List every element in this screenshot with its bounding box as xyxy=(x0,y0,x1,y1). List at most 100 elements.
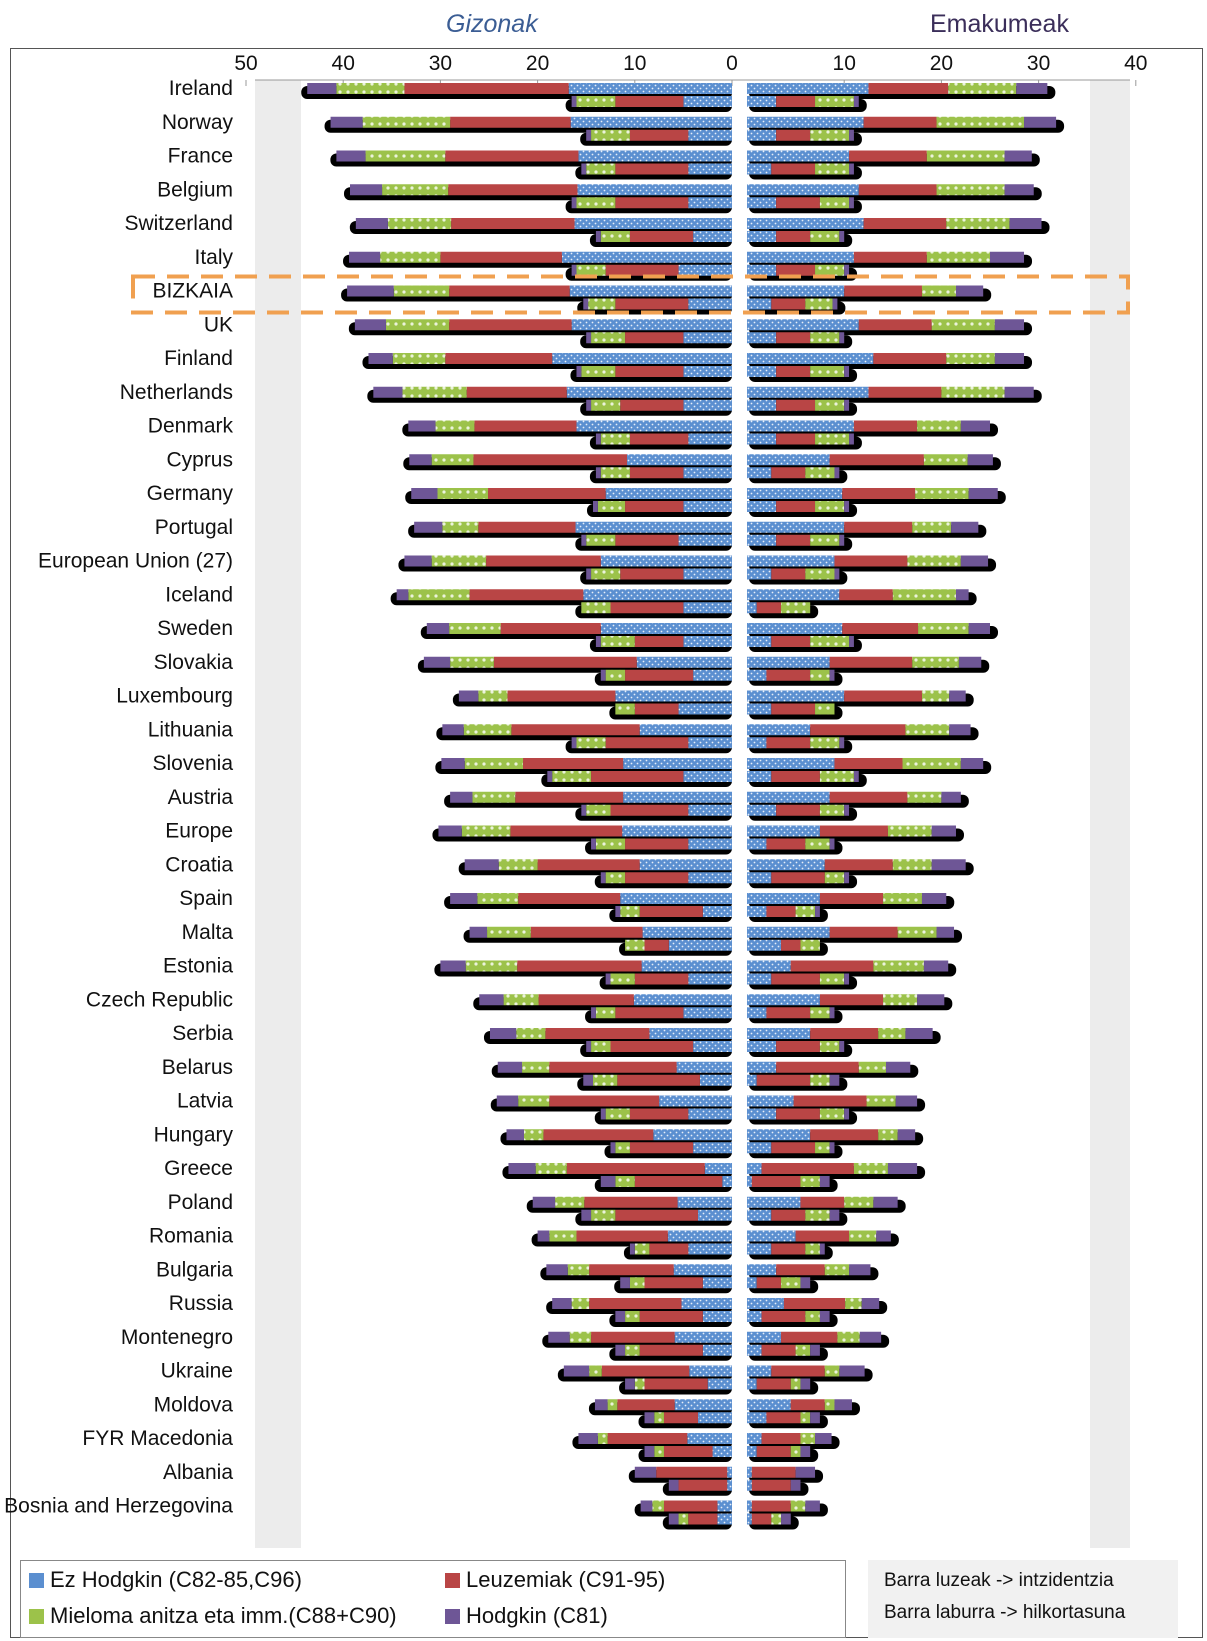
incidence-bar-hodgkin-men xyxy=(409,454,432,466)
incidence-bar-leukaemia-men xyxy=(518,893,621,904)
incidence-bar-leukaemia-women xyxy=(853,420,918,432)
incidence-bar-myeloma-women xyxy=(926,150,1005,162)
incidence-bar-nonhodgkin-women xyxy=(747,353,874,364)
incidence-bar-myeloma-men xyxy=(597,1433,608,1444)
incidence-bar-leukaemia-men xyxy=(549,1095,660,1107)
mortality-bar-leukaemia-men xyxy=(629,1108,689,1120)
incidence-bar-hodgkin-men xyxy=(404,555,432,567)
mortality-bar-hodgkin-men xyxy=(571,737,577,749)
incidence-bar-hodgkin-women xyxy=(921,893,947,904)
incidence-bar-hodgkin-women xyxy=(960,420,990,432)
incidence-bar-leukaemia-men xyxy=(537,859,640,871)
country-label: Denmark xyxy=(148,415,234,438)
mortality-bar-leukaemia-women xyxy=(766,1007,811,1019)
incidence-bar-hodgkin-women xyxy=(859,1331,882,1343)
incidence-bar-nonhodgkin-women xyxy=(747,825,820,837)
incidence-bar-hodgkin-women xyxy=(949,724,971,736)
incidence-bar-myeloma-women xyxy=(837,1331,860,1343)
mortality-bar-leukaemia-men xyxy=(629,129,689,141)
mortality-bar-leukaemia-men xyxy=(610,804,689,816)
mortality-bar-leukaemia-women xyxy=(776,197,820,209)
incidence-bar-hodgkin-men xyxy=(552,1298,572,1309)
incidence-bar-nonhodgkin-men xyxy=(636,656,732,668)
mortality-bar-hodgkin-men xyxy=(644,1412,655,1424)
incidence-bar-leukaemia-men xyxy=(449,285,570,297)
incidence-bar-nonhodgkin-men xyxy=(623,758,732,769)
incidence-bar-hodgkin-men xyxy=(408,420,436,432)
incidence-bar-myeloma-men xyxy=(465,960,518,972)
incidence-bar-hodgkin-women xyxy=(960,555,989,567)
incidence-bar-leukaemia-women xyxy=(793,1095,867,1107)
mortality-bar-nonhodgkin-men xyxy=(683,568,732,580)
mortality-bar-nonhodgkin-men xyxy=(688,737,732,749)
incidence-bar-myeloma-women xyxy=(844,1196,874,1208)
mortality-bar-nonhodgkin-women xyxy=(747,1041,777,1052)
incidence-bar-leukaemia-men xyxy=(543,1129,654,1141)
mortality-bar-nonhodgkin-men xyxy=(683,501,732,512)
mortality-bar-hodgkin-men xyxy=(547,771,553,782)
incidence-bar-leukaemia-men xyxy=(445,150,579,162)
incidence-bar-nonhodgkin-women xyxy=(747,926,830,938)
mortality-bar-myeloma-men xyxy=(625,939,645,951)
mortality-bar-leukaemia-men xyxy=(678,1479,728,1491)
incidence-bar-nonhodgkin-men xyxy=(600,555,732,567)
incidence-bar-nonhodgkin-women xyxy=(747,791,830,803)
country-label: Belarus xyxy=(162,1056,233,1079)
mortality-bar-hodgkin-men xyxy=(581,534,587,546)
incidence-bar-hodgkin-men xyxy=(496,1095,519,1107)
mortality-bar-leukaemia-women xyxy=(766,838,806,850)
incidence-bar-hodgkin-women xyxy=(923,960,949,972)
incidence-bar-leukaemia-men xyxy=(656,1466,728,1478)
incidence-bar-nonhodgkin-men xyxy=(578,150,732,162)
incidence-bar-nonhodgkin-men xyxy=(561,251,732,263)
incidence-bar-hodgkin-women xyxy=(849,1264,871,1276)
mortality-bar-myeloma-men xyxy=(625,1344,640,1356)
incidence-bar-leukaemia-women xyxy=(824,859,893,871)
mortality-bar-hodgkin-men xyxy=(600,1176,616,1187)
incidence-bar-nonhodgkin-men xyxy=(653,1129,732,1141)
incidence-bar-myeloma-women xyxy=(915,488,969,499)
incidence-bar-leukaemia-men xyxy=(591,1331,675,1343)
mortality-bar-nonhodgkin-men xyxy=(688,838,732,850)
incidence-bar-myeloma-men xyxy=(589,1365,602,1377)
mortality-bar-myeloma-women xyxy=(824,872,845,884)
mortality-bar-leukaemia-women xyxy=(776,804,820,816)
incidence-bar-leukaemia-women xyxy=(863,218,947,229)
country-label: Europe xyxy=(165,820,233,843)
country-label: France xyxy=(168,145,233,168)
country-label: Netherlands xyxy=(120,381,233,404)
country-label: Lithuania xyxy=(148,718,234,741)
mortality-bar-hodgkin-women xyxy=(790,1479,801,1491)
mortality-bar-myeloma-women xyxy=(790,1378,801,1390)
incidence-bar-nonhodgkin-men xyxy=(577,184,732,196)
incidence-bar-hodgkin-men xyxy=(548,1331,570,1343)
incidence-bar-hodgkin-men xyxy=(458,690,479,702)
incidence-bar-myeloma-women xyxy=(845,1298,862,1309)
mortality-bar-leukaemia-men xyxy=(625,669,694,681)
incidence-bar-leukaemia-women xyxy=(819,893,884,904)
incidence-bar-hodgkin-women xyxy=(917,994,945,1006)
incidence-bar-nonhodgkin-men xyxy=(627,454,732,466)
mortality-bar-leukaemia-men xyxy=(605,264,679,276)
mortality-bar-hodgkin-women xyxy=(800,1378,811,1390)
incidence-bar-hodgkin-women xyxy=(1024,116,1057,128)
incidence-bar-leukaemia-women xyxy=(829,656,913,668)
mortality-bar-nonhodgkin-women xyxy=(747,96,777,107)
incidence-bar-myeloma-men xyxy=(607,1399,618,1411)
incidence-bar-myeloma-men xyxy=(571,1298,590,1309)
incidence-bar-hodgkin-men xyxy=(546,1264,568,1276)
incidence-bar-myeloma-women xyxy=(883,893,922,904)
incidence-bar-nonhodgkin-women xyxy=(747,859,825,871)
incidence-bar-nonhodgkin-women xyxy=(747,1095,794,1107)
incidence-bar-nonhodgkin-men xyxy=(717,1500,732,1512)
incidence-bar-leukaemia-men xyxy=(584,1196,678,1208)
mortality-bar-nonhodgkin-women xyxy=(747,1344,762,1356)
incidence-bar-nonhodgkin-women xyxy=(747,218,864,229)
incidence-bar-hodgkin-men xyxy=(594,1399,608,1411)
incidence-bar-nonhodgkin-men xyxy=(569,285,732,297)
mortality-bar-leukaemia-men xyxy=(610,1041,694,1052)
incidence-bar-leukaemia-women xyxy=(771,1365,825,1377)
incidence-bar-hodgkin-men xyxy=(537,1230,550,1242)
incidence-bar-myeloma-men xyxy=(382,184,449,196)
country-label: European Union (27) xyxy=(38,550,233,573)
